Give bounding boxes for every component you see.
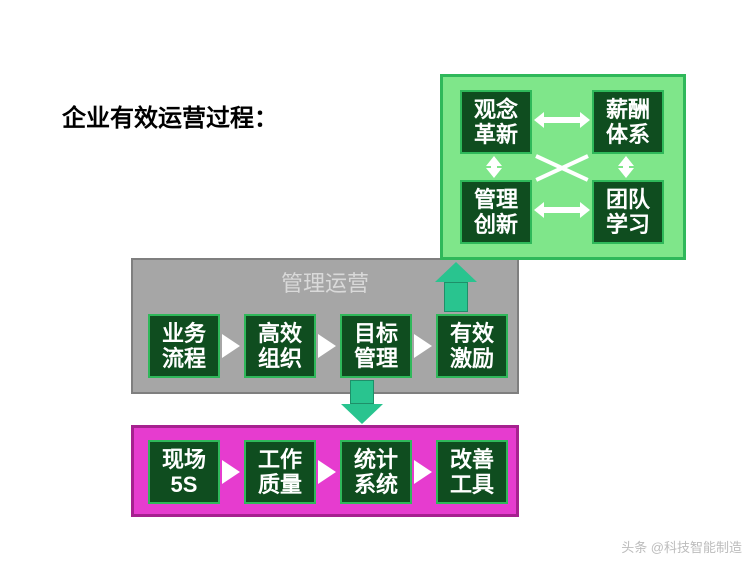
magenta-node-0: 现场 5S xyxy=(148,440,220,504)
green-bottom-node-0: 管理 创新 xyxy=(460,180,532,244)
link-arrow-icon xyxy=(542,117,582,123)
flow-arrow-icon xyxy=(414,334,432,358)
magenta-node-3: 改善 工具 xyxy=(436,440,508,504)
link-arrow-icon xyxy=(542,207,582,213)
flow-arrow-icon xyxy=(318,460,336,484)
magenta-node-1: 工作 质量 xyxy=(244,440,316,504)
green-bottom-node-1: 团队 学习 xyxy=(592,180,664,244)
gray-node-2: 目标 管理 xyxy=(340,314,412,378)
page-title: 企业有效运营过程： xyxy=(62,98,278,133)
flow-arrow-icon xyxy=(222,334,240,358)
flow-arrow-icon xyxy=(222,460,240,484)
magenta-node-2: 统计 系统 xyxy=(340,440,412,504)
green-top-node-0: 观念 革新 xyxy=(460,90,532,154)
watermark: 头条 @科技智能制造 xyxy=(621,537,742,556)
flow-arrow-icon xyxy=(414,460,432,484)
gray-node-0: 业务 流程 xyxy=(148,314,220,378)
gray-node-1: 高效 组织 xyxy=(244,314,316,378)
green-top-node-1: 薪酬 体系 xyxy=(592,90,664,154)
gray-node-3: 有效 激励 xyxy=(436,314,508,378)
flow-arrow-icon xyxy=(318,334,336,358)
